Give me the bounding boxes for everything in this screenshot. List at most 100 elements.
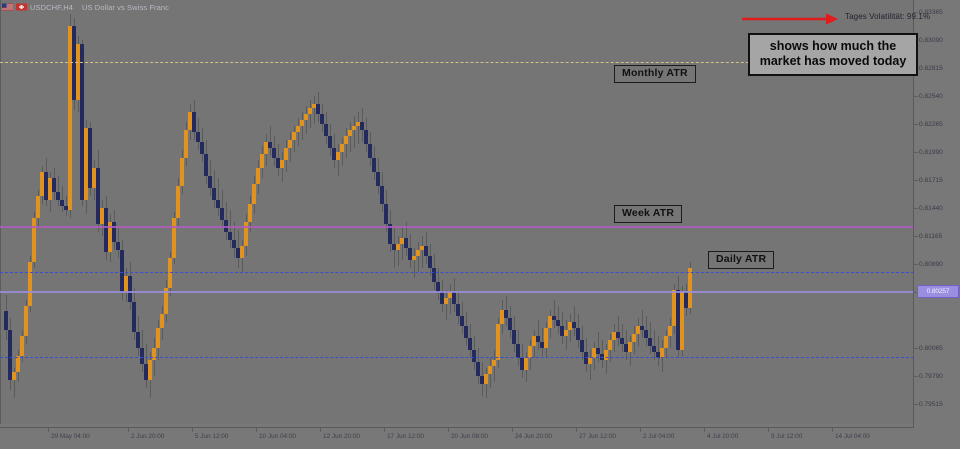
price-tick-label: 0.80890 [919,260,943,268]
callout-line-1: shows how much the [769,39,897,53]
candle-body [220,208,224,220]
price-tick: 0.83090 [914,35,960,45]
candle-body [420,246,424,250]
candle-body [148,360,152,380]
candle-wick [617,316,619,346]
candle-wick [357,112,359,144]
candle-body [668,326,672,336]
price-tick-mark [914,375,918,377]
candle-body [116,242,120,250]
candle-body [424,246,428,256]
candle-body [492,360,496,366]
candle-body [12,372,16,380]
time-tick-label: 17 Jun 12:00 [387,433,424,440]
candle-body [268,142,272,148]
price-tick-mark [914,347,918,349]
candle-body [348,130,352,136]
candle-body [212,188,216,200]
price-tick: 0.81165 [914,231,960,241]
candle-body [400,238,404,244]
price-tick-label: 0.83090 [919,36,943,44]
time-tick-label: 5 Jun 12:00 [195,433,229,440]
candle-body [320,114,324,124]
candle-body [228,232,232,240]
candle-body [176,186,180,218]
chart-titlebar: USDCHF,H4 US Dollar vs Swiss Franc [0,1,169,13]
candle-body [300,120,304,126]
candle-body [552,316,556,320]
candle-body [168,258,172,288]
candle-body [316,104,320,114]
candle-body [136,332,140,348]
candle-body [360,122,364,130]
candle-body [368,144,372,158]
candle-body [464,326,468,338]
time-tick-mark [128,428,129,432]
candle-body [112,222,116,242]
candle-body [472,350,476,362]
candle-wick [309,100,311,128]
callout-line-2: market has moved today [759,53,907,68]
chart-description-label: US Dollar vs Swiss Franc [82,2,169,12]
price-tick: 0.80890 [914,259,960,269]
price-tick-mark [914,403,918,405]
candle-body [512,330,516,344]
candle-body [604,350,608,360]
candle-body [64,206,68,210]
time-tick-label: 20 Jun 08:00 [451,433,488,440]
candle-body [500,310,504,324]
swiss-flag-icon [16,3,27,11]
candle-wick [305,106,307,134]
candle-body [8,330,12,380]
candle-body [192,112,196,132]
candle-body [88,128,92,188]
candle-body [644,330,648,338]
candle-body [524,358,528,370]
candle-body [504,310,508,318]
chart-symbol-label: USDCHF,H4 [30,2,73,12]
candle-body [620,338,624,344]
price-tick-label: 0.81715 [919,176,943,184]
candle-body [120,250,124,292]
time-tick-mark [832,428,833,432]
candle-body [680,292,684,350]
candle-body [412,256,416,260]
candle-body [172,218,176,258]
candle-body [616,332,620,338]
time-tick-mark [448,428,449,432]
candle-body [332,148,336,160]
candle-body [648,338,652,346]
price-tick: 0.81715 [914,175,960,185]
time-tick-mark [704,428,705,432]
candle-wick [297,118,299,146]
time-tick-label: 12 Jun 20:00 [323,433,360,440]
candle-body [128,276,132,302]
price-tick-mark [914,207,918,209]
time-axis[interactable]: 29 May 04:00 2 Jun 20:00 5 Jun 12:00 10 Jun… [0,428,914,449]
week-atr-line [0,226,914,228]
daily-atr-upper-line [0,272,914,273]
candle-body [480,376,484,384]
candle-body [408,248,412,260]
candle-body [292,132,296,140]
candle-wick [449,284,451,314]
price-tick-mark [914,235,918,237]
price-tick-mark [914,291,918,293]
candle-wick [341,138,343,166]
candle-body [652,346,656,352]
time-tick-label: 9 Jul 12:00 [771,433,803,440]
candle-wick [657,336,659,366]
current-price-badge: 0.80257 [917,285,959,298]
time-tick-mark [640,428,641,432]
candle-body [200,142,204,154]
time-tick-label: 27 Jun 12:00 [579,433,616,440]
time-tick-mark [192,428,193,432]
candle-body [232,240,236,248]
price-axis[interactable]: 0.83365 0.83090 0.82815 0.82540 0.82265 0.819… [914,0,960,427]
time-tick-mark [512,428,513,432]
candle-body [540,342,544,348]
candle-wick [553,300,555,328]
time-tick-mark [768,428,769,432]
candle-body [628,342,632,352]
price-tick-mark [914,263,918,265]
